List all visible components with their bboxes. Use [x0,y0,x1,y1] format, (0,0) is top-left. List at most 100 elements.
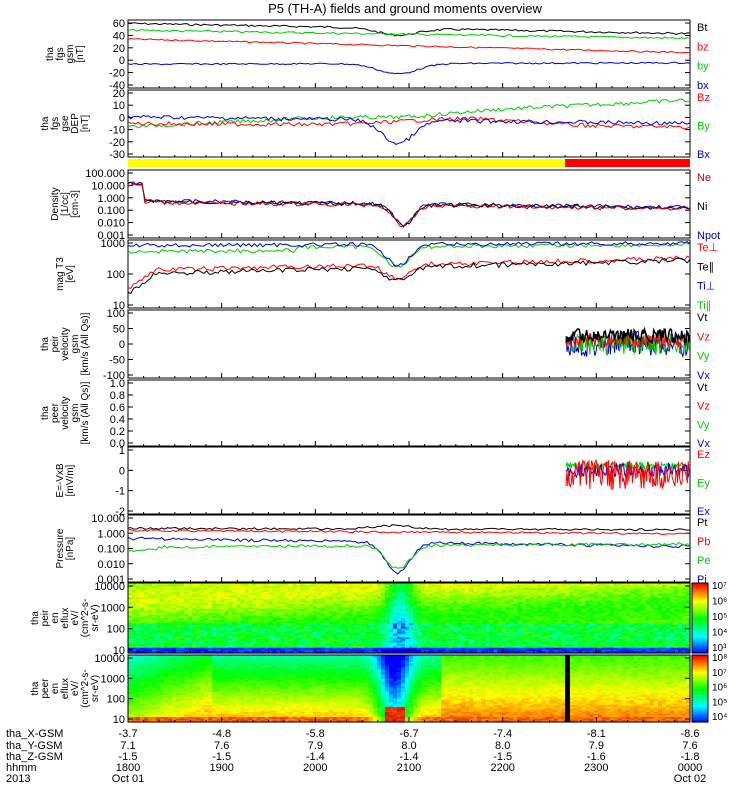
curves-peir-velocity [566,329,690,357]
y-tick-label: -50 [109,355,125,367]
legend-item: Te∥ [697,261,714,273]
y-axis-label-line: [km/s (All Qs)] [80,381,91,444]
legend-item: Pb [697,536,710,548]
curves-density [128,182,690,227]
series-Ti-perp-line [128,242,690,267]
legend-item: bz [697,41,709,53]
series-bx-line [128,62,690,73]
y-tick-label: 10 [113,100,125,112]
y-tick-label: 1.0 [110,378,125,390]
legend-item: Vt [697,382,707,394]
y-tick-label: -20 [109,137,125,149]
y-axis-label-temperature: mag T3[eV] [55,257,76,291]
y-tick-label: 50 [113,324,125,336]
panel-frame [128,380,690,446]
y-axis-label-line: [cm-3] [70,190,81,218]
legend-item: Npot [697,230,720,242]
legend-item: Pt [697,517,707,529]
series-Te-perp-line [128,256,690,288]
series-Pi-line [128,537,690,574]
series-Pe-line [128,543,690,569]
y-tick-label: 0.6 [110,402,125,414]
y-axis-label-line: [eV] [65,265,76,283]
curves-temperature [128,242,690,294]
series-Bz-line [128,117,690,129]
y-tick-label: 10.000 [91,513,125,525]
y-tick-label: 20 [113,43,125,55]
curves-e-field [566,460,690,490]
legend-item: Vy [697,351,710,363]
y-tick-label: -30 [109,149,125,161]
y-tick-label: 0 [119,112,125,124]
legend-item: Vx [697,370,710,382]
y-tick-label: 1.000 [97,528,125,540]
y-tick-label: 10.000 [91,180,125,192]
plot-title: P5 (TH-A) fields and ground moments over… [268,1,542,16]
y-axis-label-line: [mV/m] [65,464,76,496]
y-axis-label-e-field: E=-VxB[mV/m] [55,463,76,498]
y-tick-label: 0 [119,55,125,67]
legend-item: Ne [697,172,711,184]
legend-item: Ez [697,449,710,461]
y-axis-label-line: [nPa] [65,537,76,561]
spectrogram-peir-eflux [128,583,691,654]
legend-item: Ni [697,201,707,213]
series-Pt-line [128,525,690,531]
legend-item: Pe [697,555,710,567]
series-Te-para-line [128,258,690,293]
series-density-line [128,182,690,226]
panel-frame [128,515,690,582]
legend-item: By [697,121,710,133]
legend-item: Ti⊥ [697,281,715,293]
y-tick-label: 0.4 [110,414,125,426]
series-Pb-line [128,530,690,535]
y-tick-label: 100 [107,308,125,320]
series-by-line [128,29,690,38]
legend-item: Vt [697,312,707,324]
y-tick-label: -1 [115,486,125,498]
y-tick-label: 100.000 [85,168,125,180]
y-tick-label: 0 [119,465,125,477]
legend-item: Ey [697,478,710,490]
legend-item: Vz [697,331,710,343]
y-tick-label: 0.010 [97,559,125,571]
curves-fgs-gsm [128,23,690,74]
panel-frame [128,447,690,514]
legend-item: Vz [697,401,710,413]
legend-peir-velocity: Vt Vz Vy Vx [697,312,710,382]
y-tick-label: -20 [109,68,125,80]
y-tick-label: 1000 [101,238,125,250]
y-axis-label-density: Density[1/cc][cm-3] [50,187,81,220]
legend-item: bx [697,80,709,92]
panel-frame [128,20,690,88]
legend-item: Bt [697,22,707,34]
y-axis-label-line: [nT] [75,45,86,62]
y-tick-label: 20 [113,88,125,100]
curves-pressure [128,525,690,574]
y-tick-label: 0.100 [97,544,125,556]
y-tick-label: 0.010 [97,218,125,230]
legend-item: Bz [697,92,710,104]
y-axis-label-line: [nT] [80,115,91,132]
y-tick-label: 100 [107,269,125,281]
y-tick-label: 0.8 [110,390,125,402]
series-bz-line [128,39,690,53]
legend-item: Bx [697,149,710,161]
y-axis-label-pressure: Pressure[nPa] [55,528,76,568]
y-axis-label-line: [km/s (All Qs)] [80,312,91,375]
